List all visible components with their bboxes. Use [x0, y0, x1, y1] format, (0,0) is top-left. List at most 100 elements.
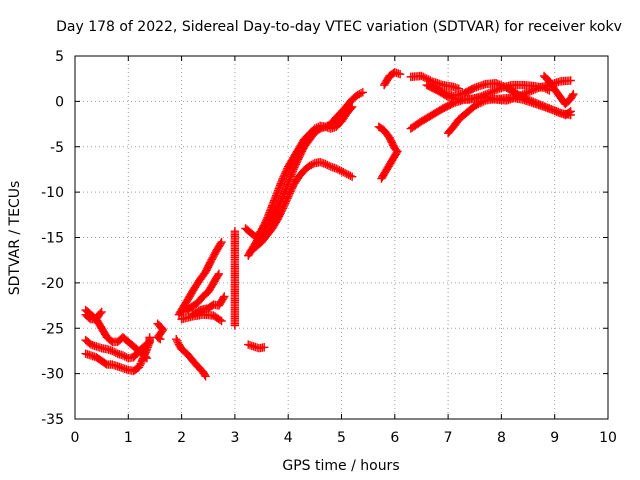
x-tick-label: 3 [230, 430, 239, 446]
data-point [314, 125, 324, 134]
data-point [422, 80, 431, 90]
y-tick-label: -35 [41, 412, 64, 428]
data-point [220, 292, 229, 301]
x-tick-label: 0 [71, 430, 80, 446]
data-point [156, 334, 165, 344]
series-arc-j [188, 292, 229, 319]
chart-title: Day 178 of 2022, Sidereal Day-to-day VTE… [56, 19, 622, 35]
data-point [230, 321, 240, 330]
data-point [276, 208, 285, 218]
data-point [219, 293, 228, 303]
data-point [216, 239, 225, 248]
data-point [202, 266, 211, 275]
data-point [96, 309, 105, 318]
data-point [386, 135, 395, 144]
data-point [569, 89, 578, 99]
data-point [275, 210, 285, 219]
data-point [215, 315, 225, 325]
data-point [520, 93, 530, 103]
x-tick-label: 8 [497, 430, 506, 446]
series-arc-q [379, 68, 405, 90]
series-arc-v [427, 79, 575, 120]
data-point [273, 215, 282, 224]
x-tick-label: 7 [444, 430, 453, 446]
data-point [432, 84, 441, 94]
ticks-layer: 0 1 2 3 4 5 6 7 8 9 10 -35 -30 -25 -20 -15 -10 -5 0 5 [41, 49, 617, 446]
data-point [194, 306, 203, 316]
data-point [388, 139, 397, 149]
x-tick-label: 5 [337, 430, 346, 446]
data-point [295, 151, 304, 161]
x-tick-label: 6 [390, 430, 399, 446]
x-tick-label: 9 [550, 430, 559, 446]
data-point [446, 100, 455, 109]
data-point [377, 174, 386, 183]
data-point [461, 88, 470, 97]
data-point [217, 316, 226, 326]
x-tick-label: 4 [284, 430, 293, 446]
series-arc-l [244, 340, 269, 353]
data-point [519, 93, 528, 102]
data-point [441, 102, 451, 112]
y-tick-label: 5 [55, 49, 64, 65]
y-tick-label: -25 [41, 321, 64, 337]
data-point [106, 336, 116, 345]
series-arc-e [153, 319, 168, 344]
data-point [202, 264, 212, 274]
data-point [386, 136, 396, 145]
data-point [260, 343, 269, 352]
y-tick-label: -30 [41, 367, 64, 383]
data-point [568, 91, 577, 100]
data-point [214, 269, 224, 278]
data-point [97, 307, 106, 317]
data-point [444, 101, 454, 110]
series-arc-f [172, 334, 210, 381]
data-point [566, 110, 575, 120]
series-arc-s [406, 71, 463, 93]
data-point [346, 103, 356, 113]
data-point [467, 85, 476, 94]
data-point [85, 314, 94, 323]
data-point [217, 237, 226, 247]
data-point [213, 271, 223, 280]
y-tick-label: -10 [41, 185, 64, 201]
series-arc-k [230, 226, 240, 330]
data-point [434, 85, 443, 95]
y-tick-label: -20 [41, 276, 64, 292]
series-arc-n [244, 102, 357, 260]
data-point [513, 89, 522, 99]
data-point [517, 92, 527, 101]
y-tick-label: -5 [50, 140, 64, 156]
data-point [462, 87, 472, 96]
data-point [298, 145, 307, 155]
data-point [435, 86, 444, 95]
x-axis-label: GPS time / hours [282, 458, 399, 474]
data-point [443, 102, 452, 111]
data-point [200, 370, 209, 380]
data-point [203, 263, 213, 272]
data-point [277, 205, 287, 215]
x-tick-label: 2 [177, 430, 186, 446]
data-point [465, 85, 475, 95]
data-point [358, 88, 368, 97]
points-layer [81, 68, 578, 381]
data-point [429, 83, 438, 92]
data-point [387, 138, 396, 147]
data-point [459, 89, 469, 98]
y-tick-label: 0 [55, 94, 64, 110]
data-point [101, 359, 110, 368]
data-point [201, 267, 210, 277]
data-point [205, 260, 214, 269]
data-point [440, 103, 449, 113]
data-point [297, 147, 307, 156]
data-point [145, 337, 154, 347]
data-point [296, 148, 306, 158]
data-point [294, 153, 304, 162]
data-point [296, 150, 305, 159]
data-point [437, 87, 446, 96]
x-tick-label: 1 [124, 430, 133, 446]
data-point [514, 90, 524, 100]
series-arc-o [246, 157, 357, 256]
data-point [389, 141, 398, 150]
data-point [566, 76, 575, 85]
